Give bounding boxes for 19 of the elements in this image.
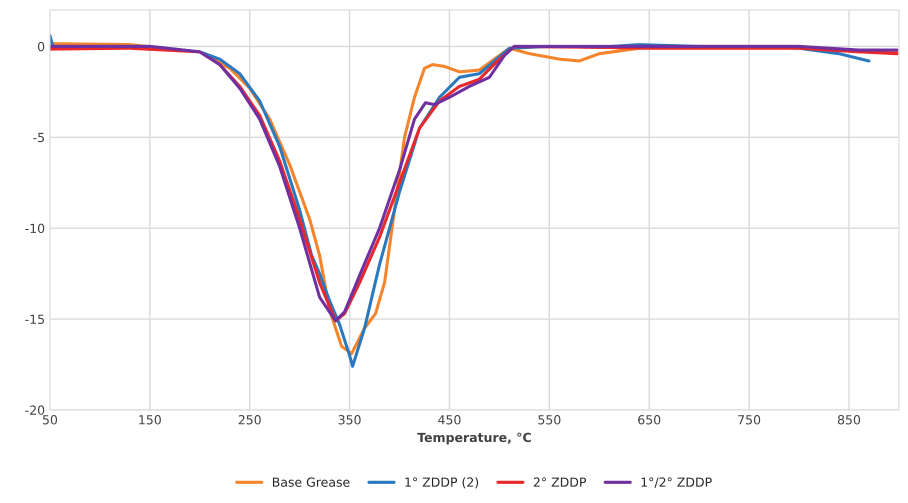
y-tick-label: -10 (25, 224, 44, 234)
x-tick-label: 750 (738, 415, 760, 424)
x-tick-label: 550 (538, 415, 560, 424)
y-tick-label: -15 (25, 314, 44, 324)
x-tick-label: 450 (438, 415, 461, 424)
x-tick-label: 250 (238, 415, 261, 424)
x-tick-label: 650 (638, 415, 660, 424)
x-axis-title: Temperature, °C (417, 432, 531, 445)
x-tick-label: 50 (42, 415, 58, 424)
legend-label: 1°/2° ZDDP (642, 477, 712, 488)
y-tick-label: -20 (25, 405, 44, 415)
x-tick-label: 350 (338, 415, 361, 424)
x-tick-label: 850 (838, 415, 860, 424)
legend-label: 2° ZDDP (534, 477, 586, 487)
legend-label: Base Grease (272, 477, 350, 487)
legend-label: 1° ZDDP (2) (405, 477, 478, 488)
y-tick-label: -5 (33, 132, 44, 142)
y-tick-label: 0 (38, 42, 44, 52)
x-tick-label: 150 (139, 415, 161, 424)
